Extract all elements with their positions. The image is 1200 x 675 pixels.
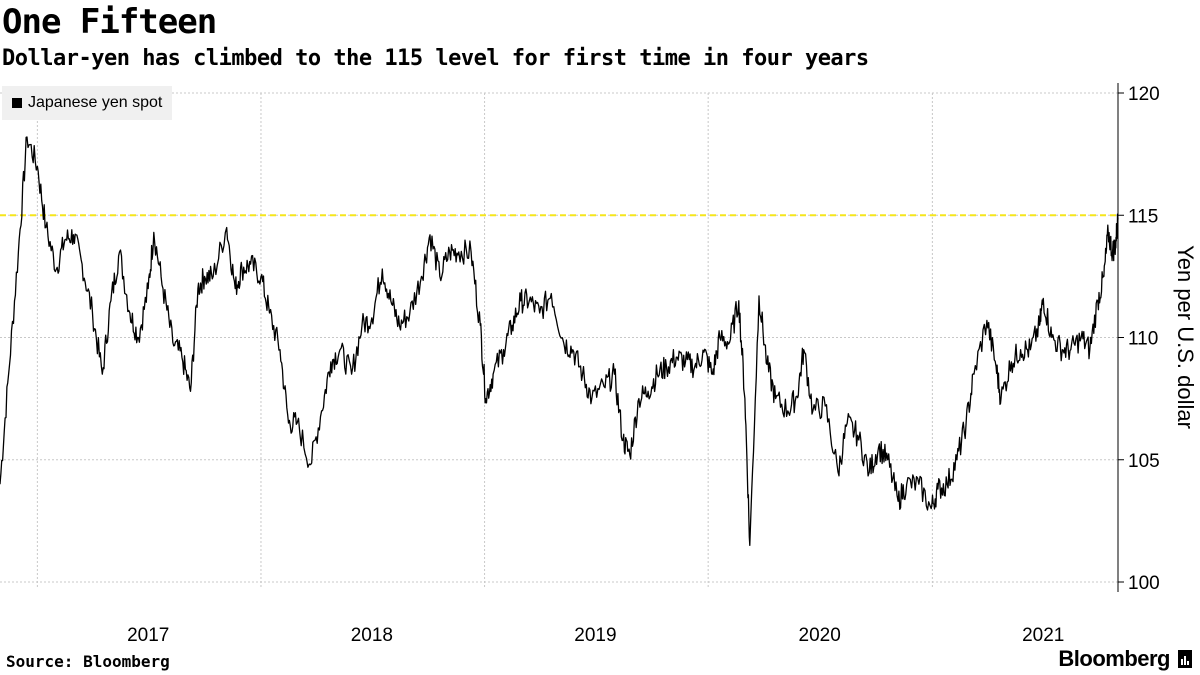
y-axis-label: Yen per U.S. dollar [1173, 245, 1198, 429]
x-tick-label: 2020 [799, 625, 841, 646]
x-tick-label: 2021 [1022, 625, 1064, 646]
y-tick-label: 105 [1128, 451, 1160, 472]
x-tick-label: 2017 [127, 625, 169, 646]
source-note: Source: Bloomberg [6, 652, 170, 671]
legend-label: Japanese yen spot [28, 94, 163, 111]
brand-name: Bloomberg [1058, 646, 1170, 671]
y-tick-label: 120 [1128, 84, 1160, 105]
brand-logo: Bloomberg [1058, 646, 1192, 672]
y-tick-label: 100 [1128, 573, 1160, 594]
x-tick-label: 2018 [351, 625, 393, 646]
y-tick-label: 110 [1128, 329, 1158, 350]
series-line-japanese-yen-spot [0, 136, 1119, 546]
chart-title: One Fifteen [2, 2, 217, 42]
legend-swatch [12, 98, 22, 108]
bar-chart-icon [1178, 650, 1192, 668]
legend: Japanese yen spot [2, 86, 173, 120]
chart-subtitle: Dollar-yen has climbed to the 115 level … [2, 46, 869, 71]
y-tick-label: 115 [1128, 206, 1158, 227]
x-tick-label: 2019 [574, 625, 616, 646]
